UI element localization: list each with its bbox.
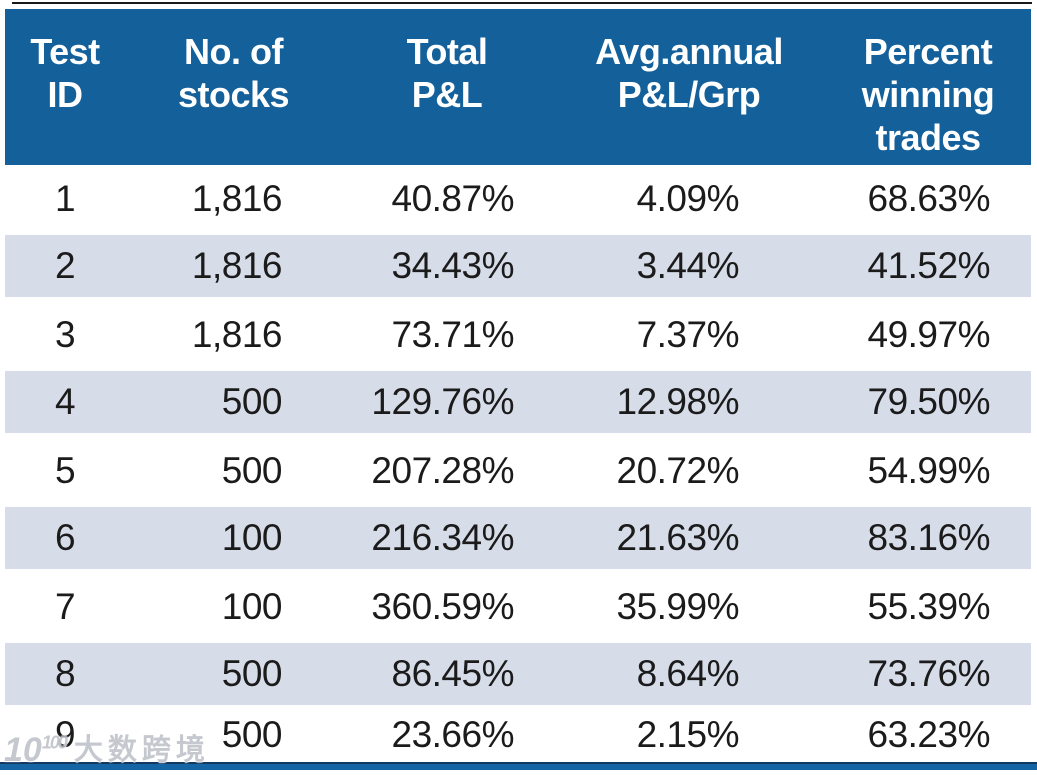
cell-avg-annual-pl-grp: 2.15%: [636, 713, 740, 755]
cell-avg-annual-pl-grp: 7.37%: [636, 314, 740, 355]
cell-avg-annual-pl-grp: 35.99%: [616, 586, 740, 627]
cell-avg-annual-pl-grp: 3.44%: [636, 245, 740, 286]
cell-avg-annual-pl-grp: 12.98%: [616, 381, 740, 422]
cell-percent-winning-trades: 73.76%: [867, 653, 991, 694]
cell-total-pl: 207.28%: [371, 450, 514, 491]
cell-test-id: 6: [54, 517, 76, 558]
cell-test-id: 3: [54, 314, 76, 355]
cell-test-id: 8: [54, 653, 76, 694]
cell-test-id: 2: [54, 245, 76, 286]
cell-percent-winning-trades: 68.63%: [867, 178, 991, 219]
table-row: 5 500 207.28% 20.72% 54.99%: [5, 437, 1031, 505]
table-row: 9 500 23.66% 2.15% 63.23%: [5, 709, 1031, 760]
cell-test-id: 1: [54, 178, 76, 219]
cell-test-id: 5: [54, 450, 76, 491]
cell-test-id: 4: [54, 381, 76, 422]
cell-percent-winning-trades: 63.23%: [867, 713, 991, 755]
cell-percent-winning-trades: 79.50%: [867, 381, 991, 422]
cell-no-of-stocks: 500: [221, 381, 283, 422]
cell-no-of-stocks: 1,816: [191, 314, 283, 355]
cell-test-id: 9: [54, 713, 76, 755]
column-header-avg-annual-pl-grp: Avg.annual P&L/Grp: [595, 31, 783, 115]
column-header-test-id: Test ID: [30, 31, 100, 115]
cell-avg-annual-pl-grp: 8.64%: [636, 653, 740, 694]
table-body: 1 1,816 40.87% 4.09% 68.63% 2 1,816 34.4…: [5, 165, 1031, 760]
cell-no-of-stocks: 100: [221, 586, 283, 627]
bottom-rule: [0, 760, 1037, 770]
cell-total-pl: 73.71%: [391, 314, 515, 355]
cell-percent-winning-trades: 41.52%: [867, 245, 991, 286]
cell-percent-winning-trades: 54.99%: [867, 450, 991, 491]
table-row: 3 1,816 73.71% 7.37% 49.97%: [5, 301, 1031, 369]
column-header-total-pl: Total P&L: [406, 31, 488, 115]
cell-percent-winning-trades: 49.97%: [867, 314, 991, 355]
cell-no-of-stocks: 100: [221, 517, 283, 558]
table-row: 6 100 216.34% 21.63% 83.16%: [5, 505, 1031, 573]
table-row: 2 1,816 34.43% 3.44% 41.52%: [5, 233, 1031, 301]
cell-total-pl: 129.76%: [371, 381, 514, 422]
cell-no-of-stocks: 500: [221, 450, 283, 491]
cell-no-of-stocks: 500: [221, 653, 283, 694]
cell-total-pl: 34.43%: [391, 245, 515, 286]
cell-percent-winning-trades: 83.16%: [867, 517, 991, 558]
performance-table: Test ID No. of stocks Total P&L Avg.annu…: [5, 9, 1031, 760]
cell-avg-annual-pl-grp: 21.63%: [616, 517, 740, 558]
table-row: 1 1,816 40.87% 4.09% 68.63%: [5, 165, 1031, 233]
cell-avg-annual-pl-grp: 4.09%: [636, 178, 740, 219]
cell-no-of-stocks: 500: [221, 713, 283, 755]
table-header-row: Test ID No. of stocks Total P&L Avg.annu…: [5, 9, 1031, 165]
cell-no-of-stocks: 1,816: [191, 245, 283, 286]
cell-no-of-stocks: 1,816: [191, 178, 283, 219]
cell-total-pl: 216.34%: [371, 517, 514, 558]
column-header-no-of-stocks: No. of stocks: [177, 31, 290, 115]
cell-total-pl: 40.87%: [391, 178, 515, 219]
top-rule: [12, 2, 1032, 4]
cell-test-id: 7: [54, 586, 76, 627]
table-row: 4 500 129.76% 12.98% 79.50%: [5, 369, 1031, 437]
cell-total-pl: 360.59%: [371, 586, 514, 627]
cell-total-pl: 23.66%: [391, 713, 515, 755]
table-row: 8 500 86.45% 8.64% 73.76%: [5, 641, 1031, 709]
cell-avg-annual-pl-grp: 20.72%: [616, 450, 740, 491]
cell-total-pl: 86.45%: [391, 653, 515, 694]
column-header-percent-winning-trades: Percent winning trades: [861, 31, 995, 158]
table-row: 7 100 360.59% 35.99% 55.39%: [5, 573, 1031, 641]
cell-percent-winning-trades: 55.39%: [867, 586, 991, 627]
